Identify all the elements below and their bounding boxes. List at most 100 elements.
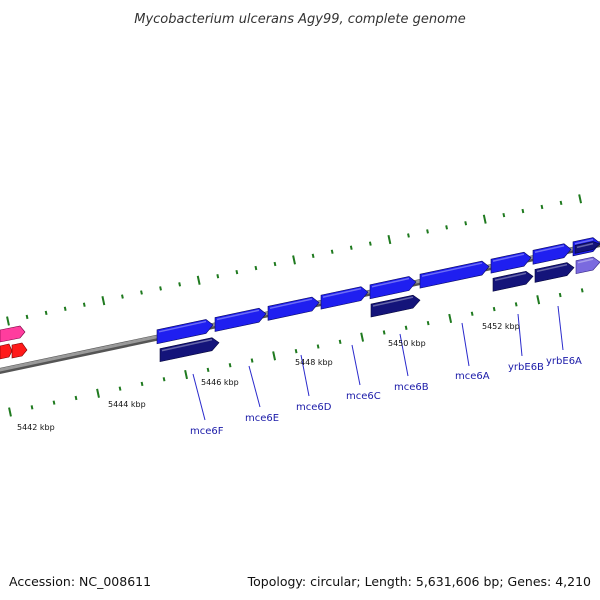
- mce6c-gene-highlight: [322, 287, 362, 298]
- outer-tick-24: [464, 221, 468, 226]
- outer-tick-22: [426, 229, 429, 234]
- outer-tick-5: [101, 296, 106, 306]
- inner-tick-track: [8, 288, 584, 417]
- outer-tick-11: [216, 274, 220, 279]
- inner-tick-26: [580, 288, 584, 293]
- inner-tick-12: [272, 351, 277, 361]
- mce6f-rev-gene-highlight: [161, 338, 213, 352]
- outer-tick-13: [254, 265, 258, 271]
- gene-label-mce6b: mce6B: [394, 382, 429, 393]
- outer-tick-18: [349, 245, 353, 250]
- mce6b-rev-gene: [370, 294, 421, 318]
- mce6f-gene-highlight: [158, 320, 207, 333]
- inner-tick-10: [228, 363, 232, 368]
- yrbe6b-gene: [490, 251, 532, 274]
- yrbe6b-gene-highlight: [492, 253, 525, 262]
- red-gene-left: [0, 343, 13, 360]
- tick-labels: 5442 kbp 5444 kbp 5446 kbp 5448 kbp 5450…: [17, 322, 520, 432]
- inner-tick-16: [360, 332, 365, 342]
- light-rev-gene: [575, 256, 600, 275]
- map-title: Mycobacterium ulcerans Agy99, complete g…: [134, 12, 466, 27]
- mce6a-gene-highlight: [421, 262, 483, 277]
- outer-tick-21: [407, 233, 410, 238]
- outer-tick-16: [311, 253, 315, 259]
- mce6f-gene: [156, 319, 214, 345]
- mce6f-rev-gene: [159, 337, 220, 363]
- inner-tick-6: [140, 381, 144, 387]
- gene-features: [0, 237, 600, 363]
- yrbe6a-gene-highlight: [534, 244, 565, 254]
- outer-tick-15: [292, 255, 296, 265]
- inner-tick-14: [316, 344, 320, 349]
- outer-tick-4: [82, 302, 86, 307]
- outer-tick-27: [521, 208, 525, 214]
- inner-tick-21: [470, 311, 474, 316]
- tick-label-5452: 5452 kbp: [482, 322, 520, 331]
- inner-tick-2: [52, 400, 56, 405]
- gene-label-yrbe6a: yrbE6A: [546, 356, 582, 367]
- leader-mce6b: [399, 333, 409, 377]
- inner-tick-25: [558, 292, 562, 298]
- leader-mce6c: [351, 344, 361, 386]
- inner-tick-17: [382, 330, 386, 335]
- outer-tick-26: [502, 212, 506, 218]
- tick-label-5442: 5442 kbp: [17, 423, 55, 432]
- outer-tick-29: [559, 200, 563, 206]
- red-gene-right: [11, 342, 28, 359]
- mce6a-gene: [419, 260, 490, 289]
- outer-tick-23: [445, 225, 449, 230]
- mce6b-gene: [369, 276, 417, 300]
- leader-mce6d: [300, 354, 310, 397]
- leader-mce6f: [192, 373, 206, 421]
- yrbe6b-rev-gene-highlight: [494, 272, 527, 281]
- mce6e-gene-highlight: [216, 309, 260, 321]
- outer-tick-9: [178, 282, 182, 287]
- inner-tick-3: [74, 395, 78, 401]
- inner-tick-22: [492, 306, 496, 312]
- inner-tick-18: [404, 325, 408, 330]
- inner-tick-1: [30, 405, 34, 410]
- tick-label-5448: 5448 kbp: [295, 358, 333, 367]
- gene-label-yrbe6b: yrbE6B: [508, 362, 544, 373]
- outer-tick-3: [63, 306, 67, 311]
- outer-tick-17: [330, 249, 334, 254]
- yrbe6a-rev-gene: [534, 262, 575, 283]
- gene-label-mce6f: mce6F: [190, 426, 224, 437]
- outer-tick-7: [140, 290, 143, 295]
- mce6b-gene-highlight: [371, 277, 410, 288]
- accession-text: Accession: NC_008611: [9, 574, 151, 589]
- outer-tick-8: [159, 286, 162, 291]
- light-rev-gene-highlight: [577, 258, 594, 264]
- mce6d-gene-highlight: [269, 298, 313, 310]
- outer-tick-0: [6, 316, 10, 326]
- thin-fwd-gene-highlight: [576, 242, 594, 249]
- leader-yrbe6a: [557, 305, 564, 351]
- mce6c-gene: [320, 286, 369, 310]
- gene-label-mce6c: mce6C: [346, 391, 381, 402]
- inner-tick-11: [250, 358, 254, 363]
- mce6e-gene: [214, 307, 267, 332]
- outer-tick-6: [121, 294, 124, 299]
- inner-tick-4: [96, 388, 100, 398]
- thin-fwd-gene: [574, 241, 600, 254]
- genome-summary-text: Topology: circular; Length: 5,631,606 bp…: [247, 574, 591, 589]
- next-gene-highlight: [574, 238, 594, 245]
- yrbe6a-rev-gene-highlight: [536, 263, 568, 273]
- mce6d-gene: [267, 296, 320, 321]
- gene-label-mce6a: mce6A: [455, 371, 490, 382]
- outer-tick-25: [482, 214, 487, 224]
- outer-tick-2: [44, 310, 48, 316]
- outer-tick-30: [578, 194, 583, 204]
- leader-mce6e: [248, 365, 261, 408]
- outer-tick-20: [387, 234, 392, 245]
- gene-labels: mce6F mce6E mce6D mce6C mce6B mce6A yrbE…: [190, 356, 582, 437]
- inner-tick-24: [536, 295, 541, 305]
- yrbe6a-gene: [532, 243, 572, 265]
- outer-tick-1: [25, 314, 29, 320]
- leader-yrbe6b: [517, 313, 523, 357]
- inner-tick-23: [514, 302, 518, 307]
- inner-tick-15: [338, 339, 342, 344]
- leader-mce6a: [461, 322, 470, 367]
- inner-tick-0: [8, 407, 12, 417]
- outer-tick-14: [273, 261, 277, 267]
